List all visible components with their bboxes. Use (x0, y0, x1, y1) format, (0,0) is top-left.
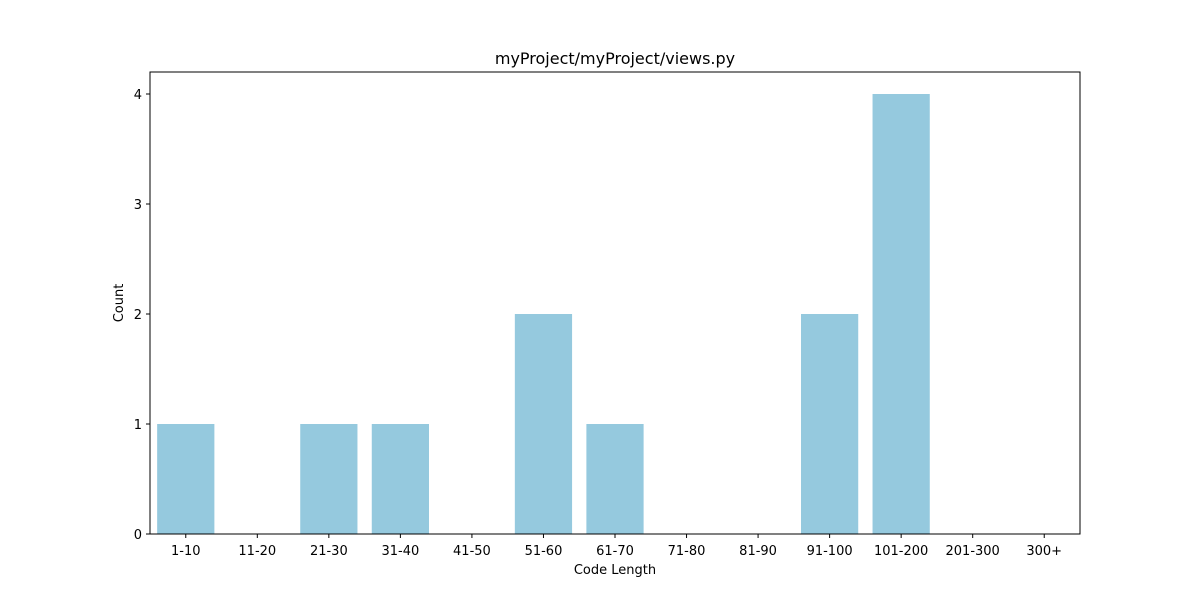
bar-91-100 (801, 314, 859, 534)
y-tick-label: 0 (134, 528, 142, 543)
bars-group (157, 94, 930, 534)
x-tick-label: 31-40 (381, 544, 419, 559)
x-tick-label: 81-90 (739, 544, 777, 559)
bar-101-200 (872, 94, 930, 534)
bar-31-40 (371, 424, 429, 534)
bar-51-60 (514, 314, 573, 534)
y-tick-label: 1 (134, 418, 142, 433)
x-tick-label: 11-20 (238, 544, 276, 559)
x-tick-label: 61-70 (596, 544, 634, 559)
x-tick-label: 300+ (1026, 544, 1062, 559)
x-tick-label: 21-30 (310, 544, 348, 559)
y-tick-label: 4 (134, 88, 142, 103)
chart-title: myProject/myProject/views.py (495, 49, 735, 68)
bar-61-70 (586, 424, 644, 534)
y-axis: 0 1 2 3 4 (134, 88, 150, 543)
x-tick-label: 51-60 (525, 544, 563, 559)
x-axis: 1-10 11-20 21-30 31-40 41-50 51-60 61-70 71-80 8… (171, 534, 1062, 559)
bar-1-10 (157, 424, 215, 534)
x-tick-label: 41-50 (453, 544, 491, 559)
x-tick-label: 91-100 (807, 544, 853, 559)
x-tick-label: 201-300 (946, 544, 1000, 559)
x-axis-label: Code Length (574, 563, 656, 578)
x-tick-label: 71-80 (668, 544, 706, 559)
x-tick-label: 101-200 (874, 544, 928, 559)
bar-21-30 (300, 424, 358, 534)
x-tick-label: 1-10 (171, 544, 201, 559)
y-tick-label: 3 (134, 198, 142, 213)
y-axis-label: Count (112, 284, 127, 323)
y-tick-label: 2 (134, 308, 142, 323)
